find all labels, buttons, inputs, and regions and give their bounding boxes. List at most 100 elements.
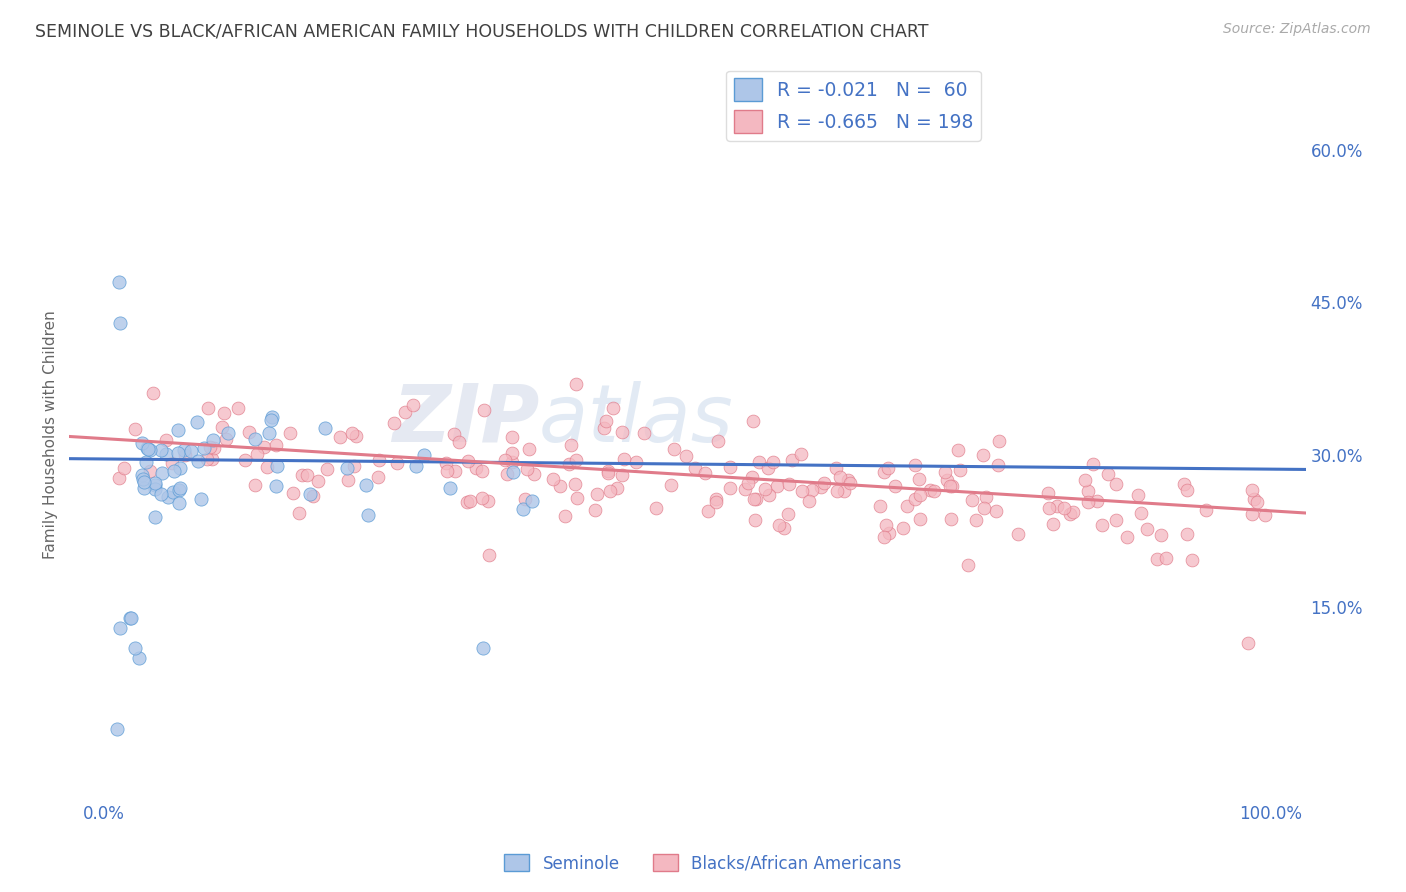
Point xyxy=(238,425,260,439)
Point xyxy=(167,496,190,510)
Point xyxy=(595,414,617,428)
Point xyxy=(143,482,166,496)
Point xyxy=(187,453,209,467)
Point xyxy=(413,448,436,462)
Point xyxy=(908,488,931,502)
Point xyxy=(260,413,283,427)
Point xyxy=(166,446,188,460)
Point xyxy=(1146,551,1168,566)
Point xyxy=(988,434,1011,448)
Point xyxy=(972,448,994,462)
Point xyxy=(956,558,979,573)
Point xyxy=(291,468,314,483)
Point xyxy=(718,459,741,474)
Point xyxy=(143,510,166,524)
Point xyxy=(876,461,898,475)
Point xyxy=(131,468,153,483)
Point xyxy=(516,462,538,476)
Point xyxy=(565,491,588,505)
Point xyxy=(633,426,655,441)
Point xyxy=(599,483,621,498)
Point xyxy=(150,486,173,500)
Point xyxy=(896,499,918,513)
Point xyxy=(193,441,215,455)
Point xyxy=(132,472,155,486)
Point xyxy=(150,442,173,457)
Point xyxy=(830,470,852,484)
Point xyxy=(1105,513,1128,527)
Point xyxy=(1175,483,1198,498)
Point xyxy=(299,487,322,501)
Point xyxy=(891,520,914,534)
Point xyxy=(108,275,131,289)
Point xyxy=(128,651,150,665)
Point xyxy=(962,492,984,507)
Point xyxy=(197,401,219,416)
Point xyxy=(1046,499,1069,513)
Text: ZIP: ZIP xyxy=(392,381,538,458)
Point xyxy=(825,460,848,475)
Point xyxy=(799,494,821,508)
Point xyxy=(517,442,540,456)
Point xyxy=(108,471,131,485)
Point xyxy=(138,442,160,456)
Point xyxy=(337,473,360,487)
Point xyxy=(340,426,363,441)
Point xyxy=(782,453,804,467)
Point xyxy=(1195,502,1218,516)
Text: Source: ZipAtlas.com: Source: ZipAtlas.com xyxy=(1223,22,1371,37)
Point xyxy=(813,476,835,491)
Point xyxy=(131,436,153,450)
Point xyxy=(949,463,972,477)
Point xyxy=(226,401,249,415)
Point xyxy=(606,481,628,495)
Point xyxy=(560,438,582,452)
Point xyxy=(610,468,633,483)
Point xyxy=(120,610,142,624)
Point xyxy=(1007,526,1029,541)
Point xyxy=(494,453,516,467)
Point xyxy=(405,459,427,474)
Point xyxy=(908,472,931,486)
Point xyxy=(973,500,995,515)
Point xyxy=(394,405,416,419)
Point xyxy=(1156,551,1178,566)
Point xyxy=(659,478,682,492)
Point xyxy=(1237,636,1260,650)
Point xyxy=(946,443,969,458)
Point xyxy=(233,453,256,467)
Point xyxy=(458,494,481,508)
Point xyxy=(162,484,184,499)
Point xyxy=(1130,506,1153,520)
Point xyxy=(1053,501,1076,516)
Point xyxy=(157,490,180,504)
Point xyxy=(583,503,606,517)
Point xyxy=(875,518,897,533)
Point xyxy=(329,430,352,444)
Point xyxy=(190,492,212,507)
Point xyxy=(834,483,856,498)
Point xyxy=(436,464,458,478)
Point xyxy=(513,491,536,506)
Point xyxy=(742,491,765,506)
Point xyxy=(1104,477,1126,491)
Point xyxy=(200,440,222,454)
Point xyxy=(756,461,779,475)
Point xyxy=(734,482,756,496)
Point xyxy=(613,451,636,466)
Text: SEMINOLE VS BLACK/AFRICAN AMERICAN FAMILY HOUSEHOLDS WITH CHILDREN CORRELATION C: SEMINOLE VS BLACK/AFRICAN AMERICAN FAMIL… xyxy=(35,22,928,40)
Point xyxy=(1136,522,1159,536)
Point xyxy=(922,483,945,498)
Point xyxy=(598,466,620,480)
Point xyxy=(792,484,814,499)
Point xyxy=(114,461,136,475)
Point xyxy=(243,432,266,446)
Point xyxy=(766,479,789,493)
Point xyxy=(1042,517,1064,532)
Point xyxy=(201,451,224,466)
Point xyxy=(166,423,188,437)
Point xyxy=(246,447,269,461)
Point xyxy=(934,465,956,479)
Point xyxy=(548,479,571,493)
Point xyxy=(155,433,177,447)
